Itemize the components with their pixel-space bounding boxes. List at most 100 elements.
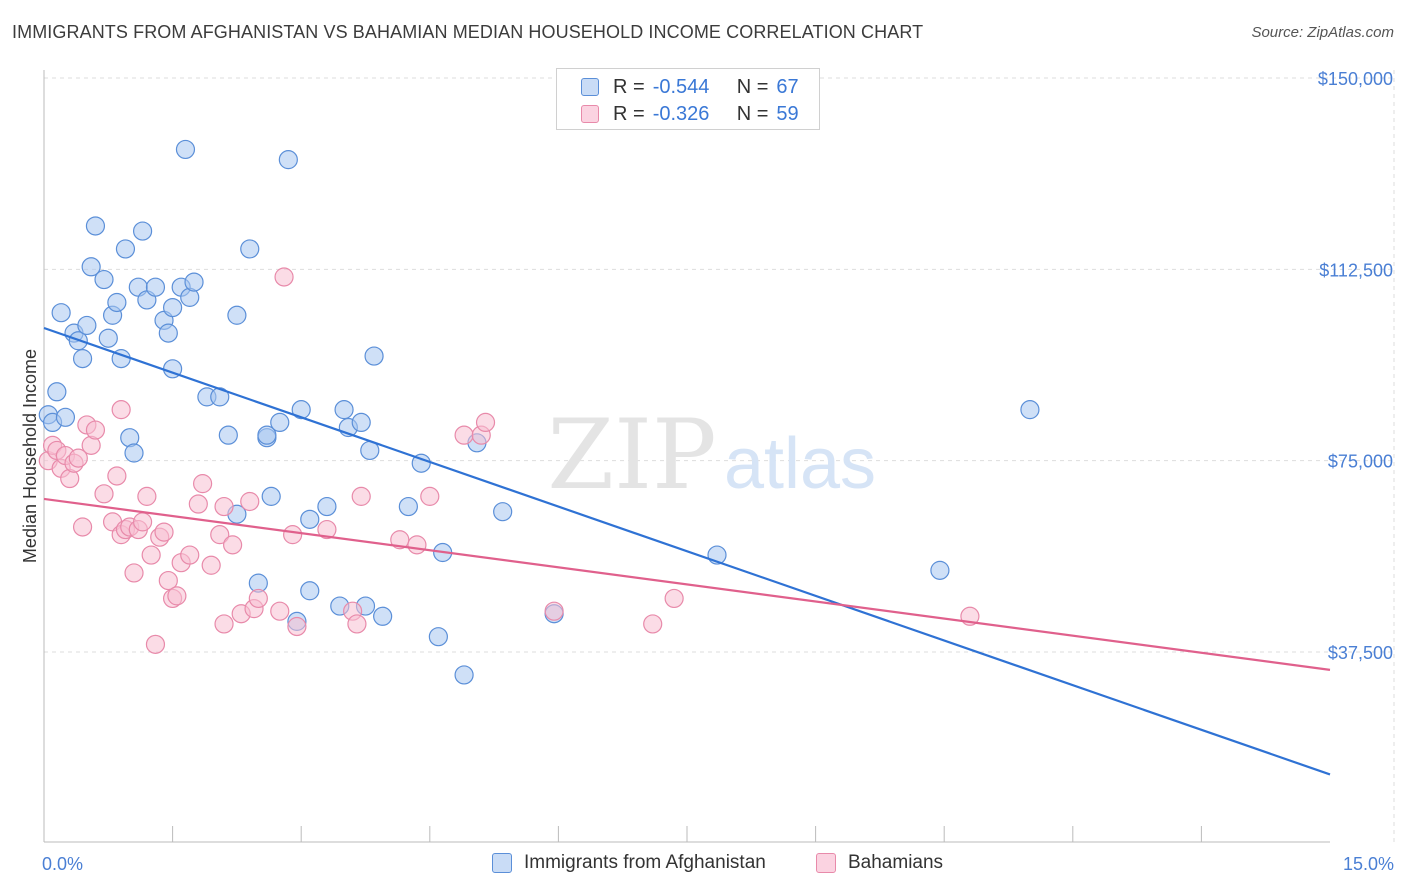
y-tick-label: $112,500	[1319, 260, 1393, 280]
stats-row-afghanistan: R = -0.544 N = 67	[557, 74, 799, 100]
bahamian-point	[317, 519, 337, 540]
afghanistan-point	[158, 323, 178, 343]
afghanistan-point	[270, 412, 290, 432]
afghanistan-point	[98, 328, 118, 348]
afghanistan-point	[317, 496, 337, 517]
bahamian-point	[214, 614, 234, 634]
afghanistan-point	[163, 298, 183, 318]
afghanistan-point	[373, 606, 393, 626]
afghanistan-point	[47, 382, 67, 402]
bahamian-point	[137, 486, 157, 506]
afghanistan-point	[428, 627, 448, 647]
bahamian-point	[544, 601, 564, 621]
bahamian-point	[407, 535, 427, 555]
afghanistan-point	[398, 496, 418, 517]
afghanistan-point	[227, 305, 247, 325]
bahamian-point	[223, 535, 243, 555]
bahamian-point	[124, 563, 144, 583]
r-label: R =	[613, 75, 645, 98]
bahamian-point	[214, 496, 234, 517]
legend-item-bahamians[interactable]: Bahamians	[816, 852, 943, 874]
bahamian-point	[154, 522, 174, 542]
bahamian-point	[85, 420, 106, 440]
x-tick-label: 15.0%	[1343, 854, 1394, 874]
bahamian-point	[68, 448, 88, 468]
chart-title: IMMIGRANTS FROM AFGHANISTAN VS BAHAMIAN …	[12, 22, 924, 42]
afghanistan-point	[218, 425, 238, 445]
afghanistan-point	[55, 407, 76, 427]
bahamian-point	[145, 634, 166, 654]
bahamian-point	[454, 425, 474, 445]
afghanistan-point	[261, 486, 281, 506]
legend-swatch-pink	[816, 853, 836, 873]
bahamian-point	[283, 525, 303, 545]
y-tick-label: $37,500	[1328, 643, 1393, 663]
afghanistan-point	[77, 315, 97, 336]
afghanistan-point	[240, 239, 260, 259]
bahamian-point	[287, 616, 307, 637]
bahamian-point	[201, 555, 221, 575]
bahamian-point	[107, 466, 127, 486]
bahamian-point	[167, 586, 187, 606]
bahamian-trend-line	[43, 497, 1331, 671]
r-label: R =	[613, 102, 645, 125]
afghanistan-point	[81, 257, 101, 277]
bahamian-point	[270, 601, 290, 621]
afghanistan-point	[930, 560, 950, 580]
bahamian-point	[132, 512, 153, 532]
pink-swatch	[581, 105, 599, 123]
afghanistan-point	[145, 277, 166, 297]
tick-labels: $37,500 $75,000 $112,500 $150,000 0.0% 15.0%	[42, 69, 1394, 874]
n-label: N =	[736, 102, 769, 125]
afghanistan-point	[51, 303, 71, 323]
afghanistan-point	[300, 581, 320, 601]
n-value-afghanistan: 67	[776, 75, 799, 98]
blue-swatch	[581, 78, 599, 96]
stats-box: R = -0.544 N = 67 R = -0.326 N = 59	[556, 68, 820, 130]
r-value-bahamians: -0.326	[652, 102, 710, 125]
bahamian-point	[193, 474, 213, 494]
bahamian-point	[420, 486, 440, 506]
bahamian-point	[180, 545, 200, 565]
legend-label-bahamians: Bahamians	[848, 852, 944, 873]
legend-swatch-blue	[492, 853, 512, 873]
bahamian-point	[347, 614, 367, 634]
bahamian-point	[274, 267, 294, 287]
afghanistan-point	[493, 502, 513, 522]
afghanistan-point	[364, 346, 384, 366]
n-value-bahamians: 59	[776, 102, 799, 125]
legend-label-afghanistan: Immigrants from Afghanistan	[524, 852, 766, 873]
afghanistan-point	[115, 239, 136, 259]
n-label: N =	[736, 75, 769, 98]
y-tick-label: $150,000	[1318, 69, 1393, 89]
bahamian-point	[111, 400, 131, 420]
bahamian-point	[390, 530, 410, 550]
afghanistan-point	[124, 443, 144, 463]
y-axis-title: Median Household Income	[20, 349, 40, 563]
data-points	[38, 139, 1040, 685]
axes	[43, 70, 1330, 843]
afghanistan-point	[85, 216, 106, 236]
afghanistan-point	[1020, 400, 1040, 420]
legend-item-afghanistan[interactable]: Immigrants from Afghanistan	[492, 852, 766, 874]
bahamian-point	[643, 614, 663, 634]
afghanistan-point	[94, 269, 114, 290]
bahamian-point	[72, 517, 93, 537]
afghanistan-point	[175, 139, 196, 160]
afghanistan-point	[291, 400, 311, 420]
x-tick-label: 0.0%	[42, 854, 83, 874]
afghanistan-point	[184, 272, 204, 292]
afghanistan-trend-line	[43, 326, 1331, 776]
bahamian-point	[351, 486, 371, 506]
watermark-zip: ZIP	[547, 399, 716, 511]
r-value-afghanistan: -0.544	[652, 75, 710, 98]
bahamian-point	[240, 491, 260, 512]
afghanistan-point	[454, 665, 474, 685]
afghanistan-point	[107, 292, 127, 313]
bahamian-point	[248, 588, 268, 609]
bahamian-point	[475, 412, 496, 432]
afghanistan-point	[300, 509, 320, 529]
y-tick-label: $75,000	[1328, 452, 1393, 472]
chart-legend: Immigrants from Afghanistan Bahamians	[0, 852, 1406, 878]
bahamian-point	[188, 494, 208, 514]
